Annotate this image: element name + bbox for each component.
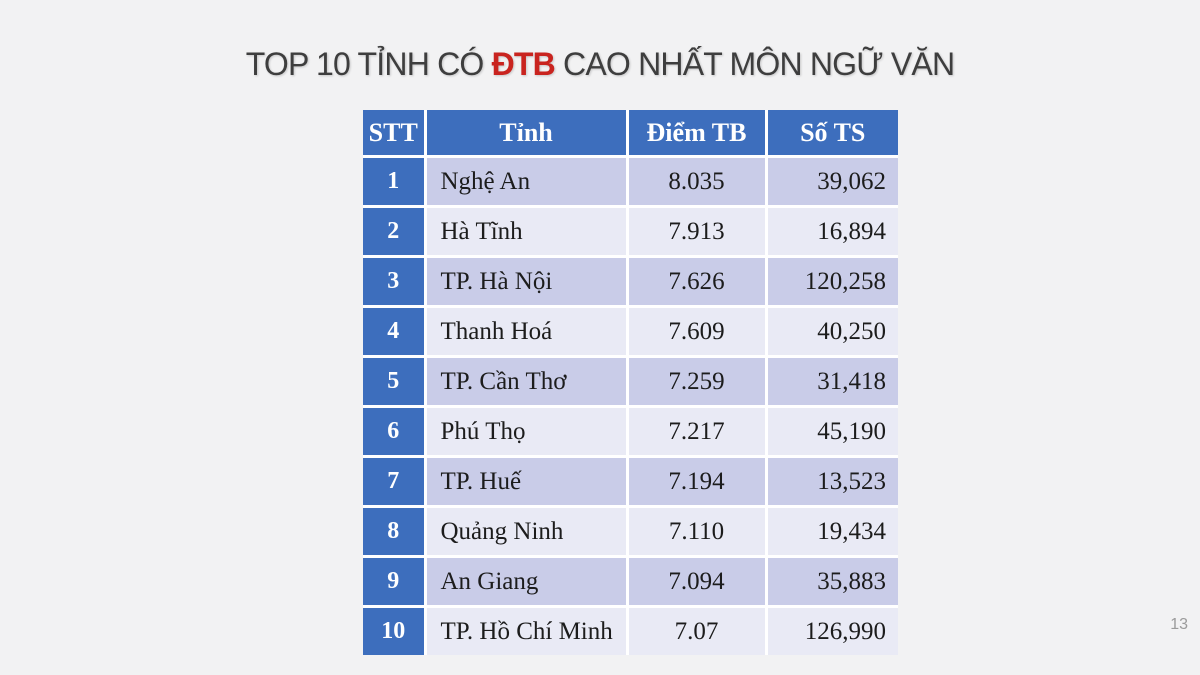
row-avg-score-cell: 8.035 bbox=[625, 155, 768, 208]
row-avg-score-cell: 7.094 bbox=[625, 555, 768, 608]
row-province-cell: TP. Cần Thơ bbox=[423, 355, 629, 408]
slide-title-suffix: CAO NHẤT MÔN NGỮ VĂN bbox=[554, 46, 955, 82]
row-candidate-count-cell: 35,883 bbox=[764, 555, 900, 608]
row-avg-score-cell: 7.194 bbox=[625, 455, 768, 508]
row-candidate-count-cell: 40,250 bbox=[764, 305, 900, 358]
table-row: 6 Phú Thọ 7.217 45,190 bbox=[361, 405, 900, 458]
row-avg-score-cell: 7.110 bbox=[625, 505, 768, 558]
row-avg-score-cell: 7.626 bbox=[625, 255, 768, 308]
row-rank-cell: 5 bbox=[361, 355, 427, 408]
row-avg-score-cell: 7.07 bbox=[625, 605, 768, 657]
row-province-cell: TP. Hồ Chí Minh bbox=[423, 605, 629, 657]
table-row: 9 An Giang 7.094 35,883 bbox=[361, 555, 900, 608]
row-province-cell: Nghệ An bbox=[423, 155, 629, 208]
table-header-row: STT Tỉnh Điểm TB Số TS bbox=[361, 108, 900, 158]
row-province-cell: Quảng Ninh bbox=[423, 505, 629, 558]
row-rank-cell: 3 bbox=[361, 255, 427, 308]
row-province-cell: Phú Thọ bbox=[423, 405, 629, 458]
row-province-cell: TP. Hà Nội bbox=[423, 255, 629, 308]
row-rank-cell: 10 bbox=[361, 605, 427, 657]
row-province-cell: TP. Huế bbox=[423, 455, 629, 508]
row-candidate-count-cell: 13,523 bbox=[764, 455, 900, 508]
row-rank-cell: 6 bbox=[361, 405, 427, 458]
column-header-tinh: Tỉnh bbox=[423, 108, 629, 158]
row-rank-cell: 2 bbox=[361, 205, 427, 258]
table-row: 2 Hà Tĩnh 7.913 16,894 bbox=[361, 205, 900, 258]
slide-title-highlight: ĐTB bbox=[491, 46, 556, 82]
row-avg-score-cell: 7.259 bbox=[625, 355, 768, 408]
row-avg-score-cell: 7.913 bbox=[625, 205, 768, 258]
table-row: 7 TP. Huế 7.194 13,523 bbox=[361, 455, 900, 508]
column-header-stt: STT bbox=[361, 108, 427, 158]
row-candidate-count-cell: 120,258 bbox=[764, 255, 900, 308]
column-header-diem-tb: Điểm TB bbox=[625, 108, 768, 158]
column-header-so-ts: Số TS bbox=[764, 108, 900, 158]
row-rank-cell: 8 bbox=[361, 505, 427, 558]
slide-title: TOP 10 TỈNH CÓ ĐTB CAO NHẤT MÔN NGỮ VĂN bbox=[0, 46, 1200, 83]
row-candidate-count-cell: 45,190 bbox=[764, 405, 900, 458]
table-row: 4 Thanh Hoá 7.609 40,250 bbox=[361, 305, 900, 358]
table-row: 8 Quảng Ninh 7.110 19,434 bbox=[361, 505, 900, 558]
slide-title-prefix: TOP 10 TỈNH CÓ bbox=[245, 46, 492, 82]
row-candidate-count-cell: 31,418 bbox=[764, 355, 900, 408]
row-candidate-count-cell: 16,894 bbox=[764, 205, 900, 258]
row-candidate-count-cell: 126,990 bbox=[764, 605, 900, 657]
row-rank-cell: 9 bbox=[361, 555, 427, 608]
row-rank-cell: 1 bbox=[361, 155, 427, 208]
top10-province-table: STT Tỉnh Điểm TB Số TS 1 Nghệ An 8.035 39,0… bbox=[361, 108, 900, 657]
row-avg-score-cell: 7.217 bbox=[625, 405, 768, 458]
row-province-cell: Thanh Hoá bbox=[423, 305, 629, 358]
table-row: 10 TP. Hồ Chí Minh 7.07 126,990 bbox=[361, 605, 900, 657]
table-row: 1 Nghệ An 8.035 39,062 bbox=[361, 155, 900, 208]
row-candidate-count-cell: 19,434 bbox=[764, 505, 900, 558]
row-avg-score-cell: 7.609 bbox=[625, 305, 768, 358]
table-header: STT Tỉnh Điểm TB Số TS bbox=[361, 108, 900, 158]
table-row: 3 TP. Hà Nội 7.626 120,258 bbox=[361, 255, 900, 308]
table-row: 5 TP. Cần Thơ 7.259 31,418 bbox=[361, 355, 900, 408]
table-body: 1 Nghệ An 8.035 39,062 2 Hà Tĩnh 7.913 16,894 3 T… bbox=[361, 155, 900, 657]
row-province-cell: An Giang bbox=[423, 555, 629, 608]
row-candidate-count-cell: 39,062 bbox=[764, 155, 900, 208]
row-rank-cell: 4 bbox=[361, 305, 427, 358]
row-province-cell: Hà Tĩnh bbox=[423, 205, 629, 258]
row-rank-cell: 7 bbox=[361, 455, 427, 508]
page-number: 13 bbox=[1170, 616, 1188, 633]
